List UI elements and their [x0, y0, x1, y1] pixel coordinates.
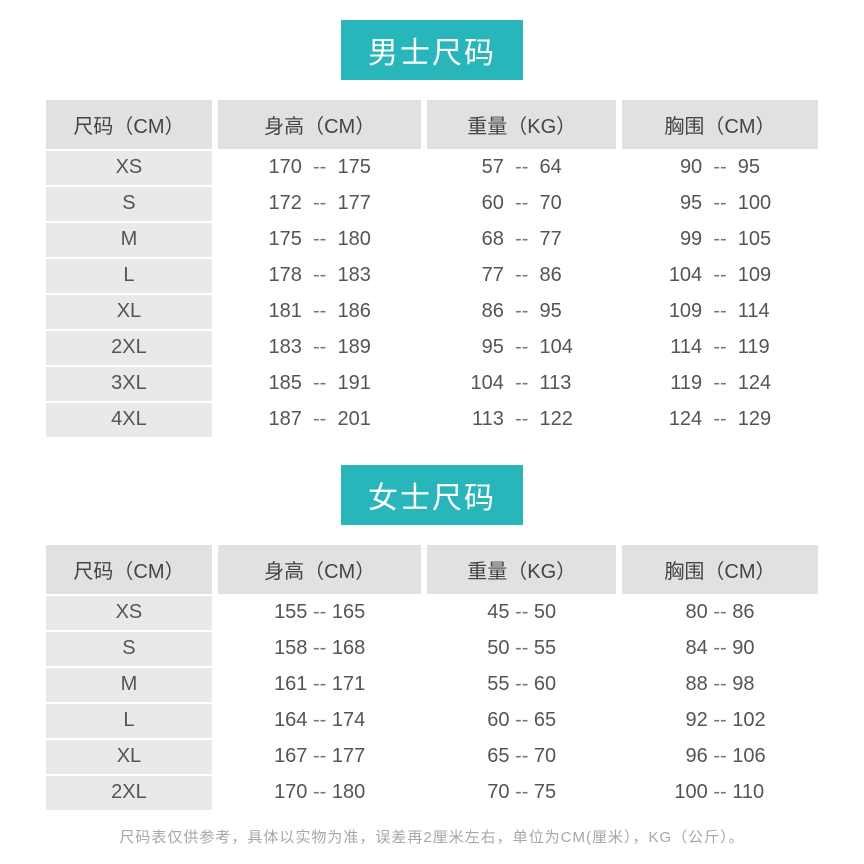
cell-size: M: [46, 223, 212, 257]
cell-size: L: [46, 259, 212, 293]
women-col-height: 身高（CM）: [218, 545, 422, 594]
cell-height: 175 -- 180: [218, 223, 422, 257]
cell-size: L: [46, 704, 212, 738]
cell-size: 2XL: [46, 331, 212, 365]
cell-size: 4XL: [46, 403, 212, 437]
cell-height: 187 -- 201: [218, 403, 422, 437]
cell-size: S: [46, 632, 212, 666]
men-col-size: 尺码（CM）: [46, 100, 212, 149]
table-row: 2XL170 -- 18070 -- 75100 -- 110: [46, 776, 818, 810]
cell-weight: 57 -- 64: [427, 151, 616, 185]
cell-height: 181 -- 186: [218, 295, 422, 329]
cell-size: XS: [46, 596, 212, 630]
cell-height: 170 -- 180: [218, 776, 422, 810]
table-row: M161 -- 17155 -- 6088 -- 98: [46, 668, 818, 702]
men-col-chest: 胸围（CM）: [622, 100, 818, 149]
cell-height: 172 -- 177: [218, 187, 422, 221]
cell-height: 178 -- 183: [218, 259, 422, 293]
table-row: XL181 -- 18686 -- 95109 -- 114: [46, 295, 818, 329]
cell-weight: 77 -- 86: [427, 259, 616, 293]
cell-chest: 99 -- 105: [622, 223, 818, 257]
cell-size: 2XL: [46, 776, 212, 810]
cell-chest: 92 -- 102: [622, 704, 818, 738]
cell-weight: 68 -- 77: [427, 223, 616, 257]
cell-height: 161 -- 171: [218, 668, 422, 702]
cell-weight: 50 -- 55: [427, 632, 616, 666]
women-title-badge: 女士尺码: [341, 465, 523, 525]
cell-weight: 95 -- 104: [427, 331, 616, 365]
women-size-table: 尺码（CM） 身高（CM） 重量（KG） 胸围（CM） XS155 -- 165…: [40, 543, 824, 812]
cell-height: 185 -- 191: [218, 367, 422, 401]
table-row: L178 -- 18377 -- 86104 -- 109: [46, 259, 818, 293]
table-row: XS170 -- 17557 -- 6490 -- 95: [46, 151, 818, 185]
cell-size: S: [46, 187, 212, 221]
cell-weight: 45 -- 50: [427, 596, 616, 630]
cell-height: 183 -- 189: [218, 331, 422, 365]
men-col-height: 身高（CM）: [218, 100, 422, 149]
table-row: 2XL183 -- 18995 -- 104114 -- 119: [46, 331, 818, 365]
women-col-weight: 重量（KG）: [427, 545, 616, 594]
cell-height: 164 -- 174: [218, 704, 422, 738]
cell-size: XS: [46, 151, 212, 185]
table-row: XL167 -- 17765 -- 7096 -- 106: [46, 740, 818, 774]
cell-weight: 70 -- 75: [427, 776, 616, 810]
women-col-chest: 胸围（CM）: [622, 545, 818, 594]
cell-height: 167 -- 177: [218, 740, 422, 774]
table-row: L164 -- 17460 -- 6592 -- 102: [46, 704, 818, 738]
cell-chest: 119 -- 124: [622, 367, 818, 401]
cell-size: M: [46, 668, 212, 702]
women-table-header-row: 尺码（CM） 身高（CM） 重量（KG） 胸围（CM）: [46, 545, 818, 594]
cell-height: 170 -- 175: [218, 151, 422, 185]
women-col-size: 尺码（CM）: [46, 545, 212, 594]
table-row: M175 -- 18068 -- 7799 -- 105: [46, 223, 818, 257]
cell-chest: 109 -- 114: [622, 295, 818, 329]
men-table-header-row: 尺码（CM） 身高（CM） 重量（KG） 胸围（CM）: [46, 100, 818, 149]
table-row: S172 -- 17760 -- 7095 -- 100: [46, 187, 818, 221]
cell-weight: 104 -- 113: [427, 367, 616, 401]
cell-chest: 84 -- 90: [622, 632, 818, 666]
table-row: 4XL187 -- 201113 -- 122124 -- 129: [46, 403, 818, 437]
cell-size: XL: [46, 295, 212, 329]
cell-chest: 90 -- 95: [622, 151, 818, 185]
cell-size: XL: [46, 740, 212, 774]
cell-weight: 86 -- 95: [427, 295, 616, 329]
cell-chest: 100 -- 110: [622, 776, 818, 810]
cell-chest: 104 -- 109: [622, 259, 818, 293]
table-row: S158 -- 16850 -- 5584 -- 90: [46, 632, 818, 666]
cell-chest: 95 -- 100: [622, 187, 818, 221]
table-row: XS155 -- 16545 -- 5080 -- 86: [46, 596, 818, 630]
cell-chest: 96 -- 106: [622, 740, 818, 774]
cell-height: 158 -- 168: [218, 632, 422, 666]
cell-weight: 113 -- 122: [427, 403, 616, 437]
cell-weight: 60 -- 70: [427, 187, 616, 221]
cell-chest: 88 -- 98: [622, 668, 818, 702]
men-title-badge: 男士尺码: [341, 20, 523, 80]
cell-weight: 60 -- 65: [427, 704, 616, 738]
men-col-weight: 重量（KG）: [427, 100, 616, 149]
cell-weight: 65 -- 70: [427, 740, 616, 774]
cell-chest: 114 -- 119: [622, 331, 818, 365]
cell-height: 155 -- 165: [218, 596, 422, 630]
cell-chest: 80 -- 86: [622, 596, 818, 630]
footer-note: 尺码表仅供参考，具体以实物为准，误差再2厘米左右，单位为CM(厘米），KG（公斤…: [40, 826, 824, 847]
cell-chest: 124 -- 129: [622, 403, 818, 437]
table-row: 3XL185 -- 191104 -- 113119 -- 124: [46, 367, 818, 401]
cell-size: 3XL: [46, 367, 212, 401]
men-size-table: 尺码（CM） 身高（CM） 重量（KG） 胸围（CM） XS170 -- 175…: [40, 98, 824, 439]
cell-weight: 55 -- 60: [427, 668, 616, 702]
